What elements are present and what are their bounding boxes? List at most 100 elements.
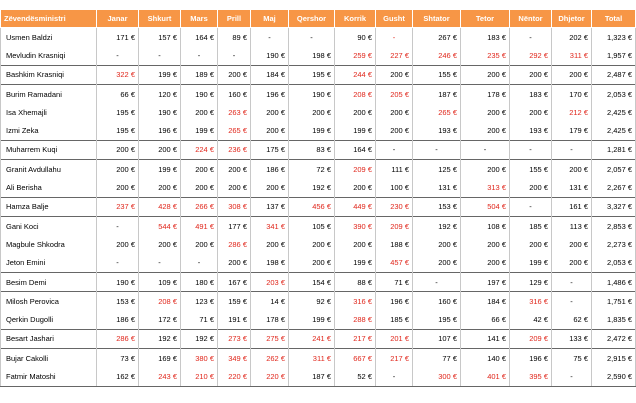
amount-cell: 200 € xyxy=(96,235,139,254)
amount-cell: - xyxy=(375,139,413,160)
amount-cell: 230 € xyxy=(375,196,413,217)
amount-cell: 267 € xyxy=(412,27,461,47)
amount-cell: 75 € xyxy=(551,348,592,368)
amount-cell: 200 € xyxy=(551,64,592,85)
amount-cell: 212 € xyxy=(551,103,592,122)
table-row: Izmi Zeka 195 €196 €199 €265 €200 €199 €1… xyxy=(0,121,636,141)
total-cell: 2,853 € xyxy=(591,215,636,236)
amount-cell: 71 € xyxy=(375,271,413,292)
amount-cell: 202 € xyxy=(551,27,592,47)
amount-cell: 175 € xyxy=(250,139,289,160)
amount-cell: 167 € xyxy=(217,271,251,292)
amount-cell: 200 € xyxy=(509,235,552,254)
amount-cell: 192 € xyxy=(180,328,218,349)
amount-cell: 246 € xyxy=(412,46,461,66)
amount-cell: 196 € xyxy=(138,121,181,141)
column-header-8: Gusht xyxy=(375,9,413,28)
amount-cell: 192 € xyxy=(138,328,181,349)
amount-cell: 200 € xyxy=(288,235,335,254)
amount-cell: 183 € xyxy=(460,27,510,47)
amount-cell: 187 € xyxy=(412,83,461,104)
amount-cell: 200 € xyxy=(509,64,552,85)
amount-cell: 90 € xyxy=(334,27,376,47)
amount-cell: - xyxy=(551,291,592,311)
amount-cell: 154 € xyxy=(288,271,335,292)
amount-cell: 108 € xyxy=(460,215,510,236)
amount-cell: 190 € xyxy=(138,103,181,122)
amount-cell: 390 € xyxy=(334,215,376,236)
amount-cell: 107 € xyxy=(412,328,461,349)
total-cell: 1,957 € xyxy=(591,46,636,66)
table-row: Fatmir Matoshi 162 €243 €210 €220 €220 €1… xyxy=(0,367,636,387)
amount-cell: 491 € xyxy=(180,215,218,236)
amount-cell: 200 € xyxy=(217,178,251,198)
total-cell: 2,425 € xyxy=(591,103,636,122)
amount-cell: 265 € xyxy=(412,103,461,122)
expenses-table: Zëvendësministri Janar Shkurt Mars Prill Maj Q… xyxy=(0,9,636,387)
amount-cell: 155 € xyxy=(509,159,552,179)
amount-cell: 236 € xyxy=(217,139,251,160)
amount-cell: - xyxy=(288,27,335,47)
amount-cell: 200 € xyxy=(180,103,218,122)
amount-cell: 220 € xyxy=(250,367,289,387)
amount-cell: - xyxy=(180,253,218,273)
amount-cell: 198 € xyxy=(250,253,289,273)
amount-cell: 209 € xyxy=(509,328,552,349)
amount-cell: 263 € xyxy=(217,103,251,122)
amount-cell: 190 € xyxy=(96,271,139,292)
table-row: Besart Jashari 286 €192 €192 €273 €275 €2… xyxy=(0,328,636,349)
amount-cell: 311 € xyxy=(288,348,335,368)
amount-cell: 155 € xyxy=(412,64,461,85)
amount-cell: 349 € xyxy=(217,348,251,368)
column-header-10: Tetor xyxy=(460,9,510,28)
amount-cell: 92 € xyxy=(288,291,335,311)
amount-cell: 162 € xyxy=(96,367,139,387)
deputy-name-cell: Bujar Cakolli xyxy=(0,348,97,368)
amount-cell: - xyxy=(509,196,552,217)
total-cell: 2,425 € xyxy=(591,121,636,141)
amount-cell: 200 € xyxy=(96,178,139,198)
column-header-name: Zëvendësministri xyxy=(0,9,97,28)
amount-cell: 428 € xyxy=(138,196,181,217)
amount-cell: - xyxy=(96,46,139,66)
column-header-12: Dhjetor xyxy=(551,9,592,28)
amount-cell: 192 € xyxy=(288,178,335,198)
amount-cell: 200 € xyxy=(250,178,289,198)
deputy-name-cell: Mevludin Krasniqi xyxy=(0,46,97,66)
amount-cell: 100 € xyxy=(375,178,413,198)
amount-cell: 190 € xyxy=(288,83,335,104)
amount-cell: - xyxy=(180,46,218,66)
total-cell: 1,751 € xyxy=(591,291,636,311)
table-row: Isa Xhemajli 195 €190 €200 €263 €200 €200… xyxy=(0,103,636,122)
amount-cell: 262 € xyxy=(250,348,289,368)
amount-cell: - xyxy=(509,139,552,160)
column-header-4: Prill xyxy=(217,9,251,28)
amount-cell: 179 € xyxy=(551,121,592,141)
amount-cell: 160 € xyxy=(412,291,461,311)
amount-cell: 77 € xyxy=(412,348,461,368)
amount-cell: 66 € xyxy=(460,310,510,330)
amount-cell: 196 € xyxy=(375,291,413,311)
amount-cell: 157 € xyxy=(138,27,181,47)
amount-cell: - xyxy=(412,139,461,160)
amount-cell: 72 € xyxy=(288,159,335,179)
amount-cell: 200 € xyxy=(460,121,510,141)
amount-cell: 313 € xyxy=(460,178,510,198)
total-cell: 2,053 € xyxy=(591,253,636,273)
amount-cell: 200 € xyxy=(180,178,218,198)
amount-cell: 217 € xyxy=(375,348,413,368)
amount-cell: - xyxy=(375,367,413,387)
deputy-name-cell: Ali Berisha xyxy=(0,178,97,198)
amount-cell: 199 € xyxy=(138,159,181,179)
total-cell: 2,053 € xyxy=(591,83,636,104)
amount-cell: 380 € xyxy=(180,348,218,368)
amount-cell: 52 € xyxy=(334,367,376,387)
deputy-name-cell: Muharrem Kuqi xyxy=(0,139,97,160)
amount-cell: 286 € xyxy=(96,328,139,349)
amount-cell: 235 € xyxy=(460,46,510,66)
amount-cell: 200 € xyxy=(138,178,181,198)
amount-cell: 316 € xyxy=(509,291,552,311)
table-row: Jeton Emini - - -200 €198 €200 €199 €457 €2… xyxy=(0,253,636,273)
amount-cell: 200 € xyxy=(288,253,335,273)
column-header-3: Mars xyxy=(180,9,218,28)
